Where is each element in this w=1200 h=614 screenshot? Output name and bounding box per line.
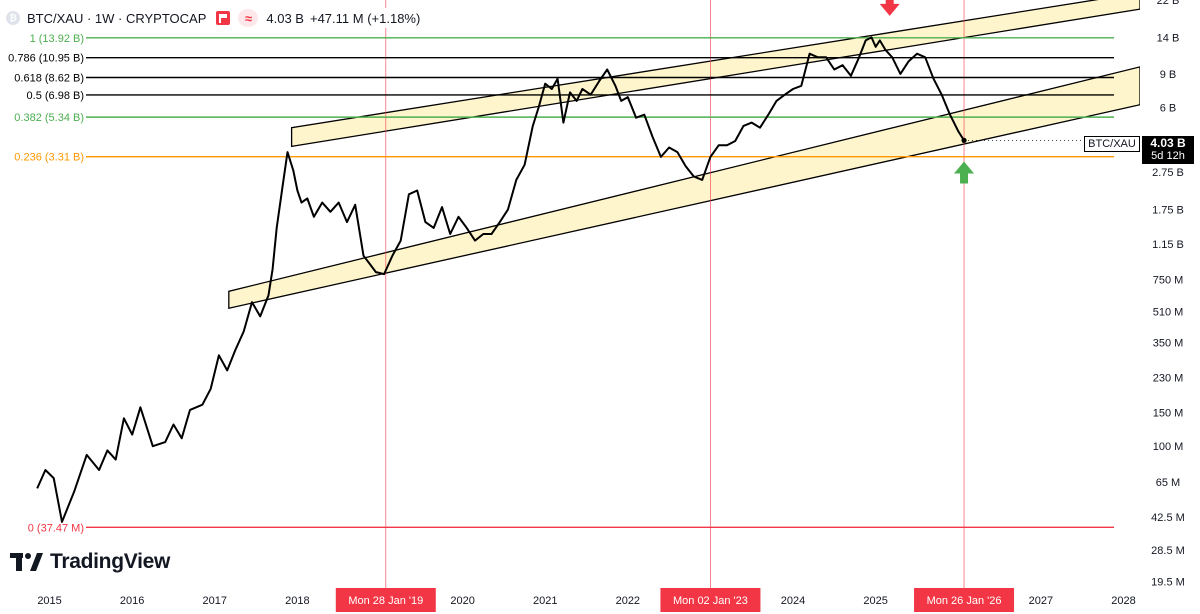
last-price-value: 4.03 B (1150, 136, 1186, 150)
y-tick-label: 22 B (1157, 0, 1180, 7)
date-marker-badge (335, 588, 436, 612)
tradingview-logo[interactable]: TradingView (10, 550, 170, 574)
x-tick-label: 2016 (120, 595, 144, 607)
date-marker-lines (385, 0, 965, 588)
channel-lower (228, 66, 1140, 310)
y-tick-label: 1.15 B (1152, 239, 1184, 251)
fib-level-label: 0.382 (5.34 B) (14, 112, 84, 124)
price-line (36, 36, 965, 523)
date-marker-badge (660, 588, 761, 612)
fib-level-label: 0.618 (8.62 B) (14, 73, 84, 85)
y-tick-label: 510 M (1153, 306, 1184, 318)
y-tick-label: 19.5 M (1151, 576, 1185, 588)
symbol-title[interactable]: BTC/XAU · 1W · CRYPTOCAP (27, 10, 207, 26)
y-tick-label: 750 M (1153, 274, 1184, 286)
bitcoin-logo-icon: ₿ (6, 11, 20, 25)
y-tick-label: 1.75 B (1152, 204, 1184, 216)
x-tick-label: 2018 (285, 595, 309, 607)
y-tick-label: 230 M (1153, 372, 1184, 384)
date-marker-label: Mon 28 Jan '19 (348, 595, 423, 607)
arrow-down-icon (879, 0, 900, 16)
y-axis[interactable]: 22 B 14 B 9 B 6 B 2.75 B 1.75 B 1.15 B 750 M 510… (1140, 0, 1200, 614)
x-tick-label: 2015 (37, 595, 61, 607)
y-tick-label: 150 M (1153, 408, 1184, 420)
tradingview-mark-icon (10, 553, 43, 571)
fib-level-label: 1 (13.92 B) (30, 33, 84, 45)
fib-level-label: 0.236 (3.31 B) (14, 152, 84, 164)
tradingview-wordmark: TradingView (50, 550, 171, 573)
ticker-tag: BTC/XAU (1084, 136, 1140, 152)
y-tick-label: 65 M (1156, 477, 1180, 489)
y-tick-label: 350 M (1153, 338, 1184, 350)
x-tick-label: 2022 (616, 595, 640, 607)
x-tick-label: 2021 (533, 595, 557, 607)
approx-icon: ≈ (238, 9, 259, 27)
y-tick-label: 100 M (1153, 441, 1184, 453)
bar-countdown: 5d 12h (1151, 150, 1185, 162)
x-tick-label: 2025 (863, 595, 887, 607)
y-tick-label: 42.5 M (1151, 512, 1185, 524)
chart-legend-header: ₿ BTC/XAU · 1W · CRYPTOCAP ≈ 4.03 B +47.… (6, 8, 433, 28)
channel-upper (290, 0, 1140, 148)
date-marker-label: Mon 02 Jan '23 (673, 595, 748, 607)
arrow-layer (879, 0, 975, 184)
fib-level-label: 0.786 (10.95 B) (8, 53, 84, 65)
change-value: +47.11 M (+1.18%) (309, 10, 421, 26)
y-tick-label: 28.5 M (1151, 545, 1185, 557)
last-value: 4.03 B (266, 10, 304, 26)
date-marker-label: Mon 26 Jan '26 (927, 595, 1002, 607)
y-axis-background (1140, 0, 1200, 614)
x-tick-label: 2017 (203, 595, 227, 607)
x-tick-label: 2027 (1029, 595, 1053, 607)
y-tick-label: 9 B (1160, 69, 1177, 81)
red-flag-icon[interactable] (216, 11, 231, 25)
price-series-layer (36, 36, 1140, 523)
fib-level-label: 0.5 (6.98 B) (27, 90, 84, 102)
arrow-up-icon (954, 161, 975, 184)
fib-retracement[interactable]: 1 (13.92 B) 0.786 (10.95 B) 0.618 (8.62 B)… (8, 33, 1114, 534)
x-axis[interactable]: 2015 2016 2017 2018 2020 2021 2022 2024 2025 2027… (0, 588, 1200, 614)
channel-layer (228, 0, 1140, 310)
date-marker-badge (914, 588, 1015, 612)
x-tick-label: 2020 (450, 595, 474, 607)
x-tick-label: 2028 (1111, 595, 1135, 607)
last-price-badge: 4.03 B 5d 12h (1142, 136, 1194, 164)
x-tick-label: 2024 (781, 595, 805, 607)
y-tick-label: 14 B (1157, 32, 1180, 44)
fib-level-label: 0 (37.47 M) (28, 522, 84, 534)
y-tick-label: 2.75 B (1152, 167, 1184, 179)
y-tick-label: 6 B (1160, 102, 1177, 114)
x-axis-background (0, 588, 1200, 614)
